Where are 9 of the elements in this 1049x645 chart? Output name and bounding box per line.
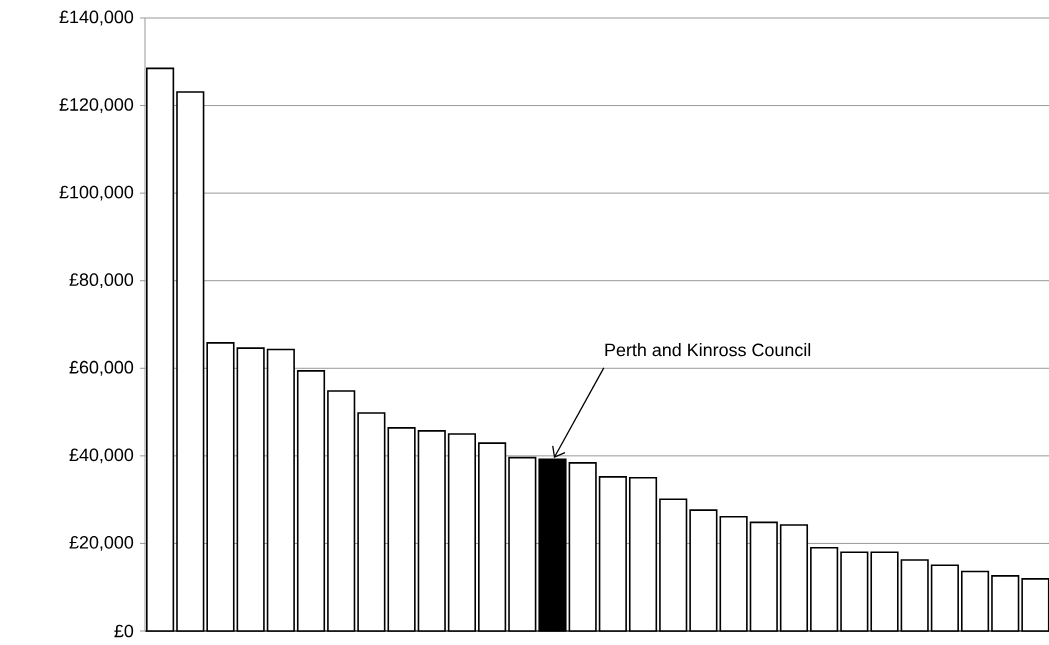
y-tick-label: £100,000 xyxy=(59,185,134,201)
annotation: Perth and Kinross Council xyxy=(605,343,811,357)
y-tick-label: £140,000 xyxy=(59,10,134,26)
y-tick-label: £40,000 xyxy=(69,448,134,464)
y-tick-label: £120,000 xyxy=(59,98,134,113)
y-tick-label: £60,000 xyxy=(69,360,134,376)
y-tick-label: £20,000 xyxy=(69,536,134,551)
y-tick-label: £80,000 xyxy=(69,273,134,289)
y-tick-label: £0 xyxy=(114,624,134,638)
